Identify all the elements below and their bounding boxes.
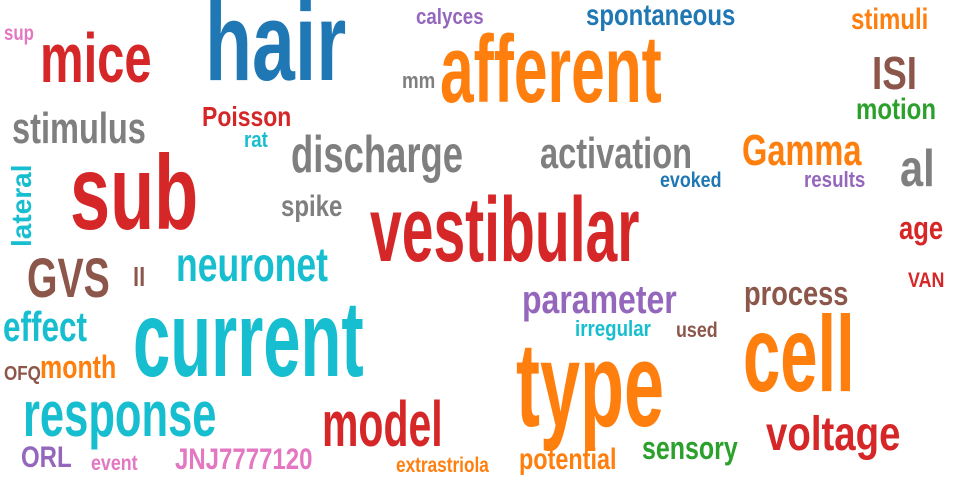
word-cell: cell [743,293,855,414]
word-stimuli: stimuli [851,3,929,36]
word-al: al [900,140,935,198]
word-lateral: lateral [6,164,37,248]
word-calyces: calyces [416,4,484,29]
word-van: VAN [908,269,945,292]
word-potential: potential [519,443,617,476]
word-irregular: irregular [575,316,651,341]
word-sub: sub [70,134,199,252]
word-sensory: sensory [642,430,738,466]
word-gvs: GVS [27,246,110,309]
word-activation: activation [540,129,692,178]
word-parameter: parameter [522,278,677,322]
word-ll: ll [133,262,146,292]
word-stimulus: stimulus [12,104,146,153]
word-age: age [899,210,944,246]
word-effect: effect [3,303,88,350]
word-gamma: Gamma [742,126,862,175]
word-type: type [516,318,665,452]
word-vestibular: vestibular [370,179,640,281]
word-results: results [804,167,866,192]
word-mice: mice [40,19,152,97]
word-response: response [23,378,217,450]
word-ofq: OFQ [4,363,41,385]
word-rat: rat [244,127,268,152]
word-process: process [744,275,849,313]
word-jnj7777120: JNJ7777120 [175,443,313,476]
word-spike: spike [281,190,343,223]
word-isi: ISI [872,47,917,99]
word-sup: sup [4,22,34,45]
word-current: current [133,278,364,399]
word-voltage: voltage [766,408,901,461]
word-month: month [40,349,117,385]
word-extrastriola: extrastriola [396,454,489,477]
word-neuronet: neuronet [176,239,328,292]
word-mm: mm [402,68,436,93]
word-poisson: Poisson [202,101,292,132]
word-hair: hair [205,0,347,104]
word-spontaneous: spontaneous [586,0,736,32]
word-model: model [322,388,443,460]
word-discharge: discharge [291,126,463,184]
word-evoked: evoked [660,169,722,192]
word-orl: ORL [21,441,72,474]
word-event: event [91,452,138,475]
word-used: used [676,319,718,342]
word-afferent: afferent [440,16,662,123]
word-motion: motion [856,93,936,126]
